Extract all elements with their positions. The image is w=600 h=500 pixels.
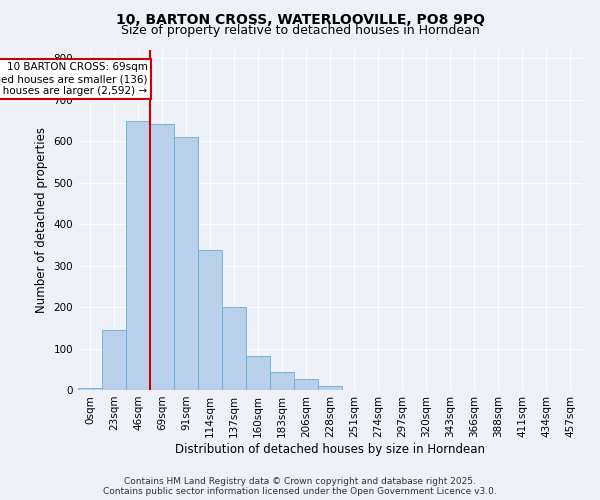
Text: Contains HM Land Registry data © Crown copyright and database right 2025.
Contai: Contains HM Land Registry data © Crown c… xyxy=(103,476,497,496)
X-axis label: Distribution of detached houses by size in Horndean: Distribution of detached houses by size … xyxy=(175,442,485,456)
Text: Size of property relative to detached houses in Horndean: Size of property relative to detached ho… xyxy=(121,24,479,37)
Text: 10 BARTON CROSS: 69sqm
← 5% of detached houses are smaller (136)
95% of semi-det: 10 BARTON CROSS: 69sqm ← 5% of detached … xyxy=(0,62,148,96)
Bar xyxy=(126,122,150,390)
Bar xyxy=(222,307,246,390)
Bar xyxy=(78,388,102,390)
Bar xyxy=(150,124,174,390)
Bar xyxy=(198,250,222,390)
Bar xyxy=(318,386,342,390)
Bar xyxy=(174,137,198,390)
Bar xyxy=(246,356,270,390)
Bar xyxy=(294,379,318,390)
Bar xyxy=(270,372,294,390)
Y-axis label: Number of detached properties: Number of detached properties xyxy=(35,127,48,313)
Text: 10, BARTON CROSS, WATERLOOVILLE, PO8 9PQ: 10, BARTON CROSS, WATERLOOVILLE, PO8 9PQ xyxy=(115,12,485,26)
Bar xyxy=(102,330,126,390)
